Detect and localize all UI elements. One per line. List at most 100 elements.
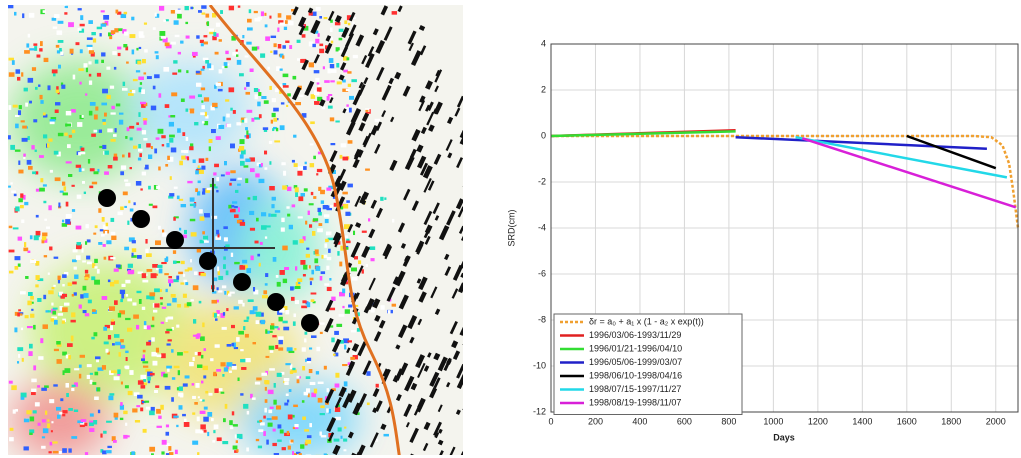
speckle: [223, 264, 226, 269]
speckle: [42, 324, 48, 329]
speckle: [82, 310, 87, 314]
speckle: [255, 438, 260, 442]
speckle: [302, 366, 306, 371]
speckle: [103, 430, 107, 434]
speckle: [310, 94, 316, 99]
speckle: [261, 225, 267, 230]
speckle: [326, 408, 329, 413]
speckle: [77, 27, 82, 31]
speckle: [82, 181, 85, 184]
speckle: [75, 42, 80, 46]
speckle: [279, 84, 283, 90]
stripe: [418, 276, 428, 291]
speckle: [196, 82, 202, 87]
speckle: [204, 240, 209, 243]
speckle: [170, 10, 175, 14]
speckle: [71, 312, 76, 318]
speckle: [271, 112, 276, 118]
speckle: [38, 84, 41, 87]
speckle: [279, 22, 286, 26]
speckle: [89, 420, 95, 425]
speckle: [106, 94, 111, 100]
speckle: [120, 345, 126, 349]
speckle: [150, 273, 157, 279]
stripe: [324, 317, 334, 333]
speckle: [195, 170, 199, 175]
speckle: [64, 272, 69, 276]
stripe: [454, 107, 461, 117]
speckle: [282, 306, 288, 311]
stripe: [433, 352, 441, 361]
speckle: [86, 37, 93, 40]
speckle: [195, 188, 198, 192]
speckle: [15, 114, 20, 118]
speckle: [17, 347, 24, 352]
speckle: [29, 100, 32, 104]
stripe: [456, 95, 463, 108]
speckle: [154, 51, 159, 54]
speckle: [198, 158, 205, 163]
speckle: [226, 344, 232, 347]
speckle: [78, 152, 81, 156]
speckle: [131, 248, 137, 253]
speckle: [208, 65, 214, 71]
speckle: [292, 451, 295, 455]
stripe: [380, 423, 387, 431]
speckle: [192, 356, 195, 362]
speckle: [339, 340, 344, 344]
speckle: [41, 445, 46, 449]
speckle: [243, 403, 249, 409]
speckle: [60, 295, 65, 299]
stripe: [363, 77, 369, 85]
speckle: [276, 405, 282, 410]
speckle: [48, 290, 54, 295]
speckle: [73, 266, 77, 270]
speckle: [300, 193, 306, 197]
speckle: [141, 306, 146, 310]
speckle: [72, 259, 77, 263]
speckle: [285, 40, 290, 43]
speckle: [287, 93, 291, 97]
speckle: [273, 399, 277, 405]
stripe: [436, 103, 442, 110]
legend-label: 1996/05/06-1999/03/07: [589, 357, 682, 367]
speckle: [228, 5, 235, 11]
speckle: [294, 286, 301, 289]
speckle: [148, 154, 153, 159]
stripe: [462, 338, 463, 347]
speckle: [109, 306, 115, 311]
speckle: [169, 138, 174, 143]
x-tick-label: 600: [677, 416, 692, 426]
stripe: [456, 157, 463, 169]
speckle: [161, 353, 166, 359]
speckle: [102, 144, 107, 149]
speckle: [238, 299, 243, 304]
speckle: [41, 436, 46, 439]
speckle: [98, 208, 102, 213]
speckle: [111, 319, 115, 322]
speckle: [149, 295, 155, 300]
speckle: [252, 195, 258, 201]
speckle: [51, 302, 54, 306]
speckle: [236, 122, 242, 126]
speckle: [160, 36, 167, 39]
speckle: [88, 73, 92, 77]
speckle: [263, 100, 269, 104]
speckle: [285, 310, 290, 315]
speckle: [59, 412, 65, 415]
speckle: [343, 381, 348, 387]
speckle: [100, 23, 107, 27]
speckle: [324, 80, 330, 83]
speckle: [57, 414, 61, 419]
speckle: [192, 334, 198, 337]
speckle: [55, 44, 60, 48]
speckle: [234, 214, 239, 218]
speckle: [110, 30, 116, 35]
speckle: [317, 84, 321, 89]
speckle: [282, 55, 285, 59]
speckle: [380, 305, 385, 310]
speckle: [179, 227, 182, 231]
speckle: [279, 270, 285, 275]
speckle: [263, 290, 268, 295]
speckle: [21, 219, 25, 224]
